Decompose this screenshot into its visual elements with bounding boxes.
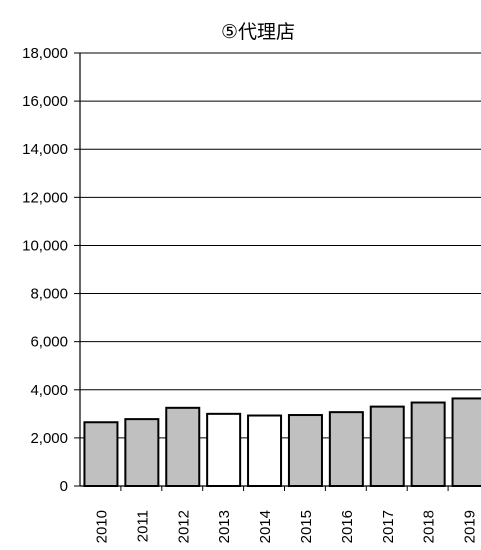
bar-2013 [206, 412, 242, 488]
chart-title: ⑤代理店 [221, 21, 295, 43]
x-tick-label: 2015 [298, 510, 315, 543]
bar-2018 [410, 401, 446, 487]
y-tick-label: 8,000 [30, 286, 68, 303]
gridlines [80, 52, 481, 439]
y-tick-label: 4,000 [30, 382, 68, 399]
y-tick-label: 12,000 [22, 189, 68, 206]
y-tick-label: 16,000 [22, 93, 68, 110]
x-axis-ticks: 2010 2011 2012 2013 2014 2015 2016 2017 2018 2019 [93, 486, 479, 543]
y-tick-label: 14,000 [22, 141, 68, 158]
bar-2012 [165, 406, 201, 488]
x-tick-label: 2010 [93, 510, 110, 543]
x-tick-label: 2013 [216, 510, 233, 543]
x-tick-label: 2018 [421, 510, 438, 543]
y-tick-label: 10,000 [22, 237, 68, 254]
y-tick-label: 6,000 [30, 334, 68, 351]
bars [83, 397, 481, 488]
y-tick-label: 0 [60, 478, 68, 495]
bar-2017 [369, 405, 405, 487]
bar-2015 [287, 414, 323, 487]
x-tick-label: 2019 [462, 510, 479, 543]
x-tick-label: 2016 [339, 510, 356, 543]
bar-2011 [124, 418, 160, 487]
y-tick-label: 2,000 [30, 430, 68, 447]
y-axis-ticks: 0 2,000 4,000 6,000 8,000 10,000 12,000 14,000 1… [22, 45, 80, 495]
x-tick-label: 2017 [380, 510, 397, 543]
x-tick-label: 2012 [175, 510, 192, 543]
bar-2010 [83, 421, 119, 487]
bar-2016 [328, 411, 364, 487]
y-tick-label: 18,000 [22, 45, 68, 62]
bar-2014 [247, 414, 283, 487]
x-tick-label: 2011 [134, 510, 151, 542]
bar-2019 [451, 397, 481, 487]
x-tick-label: 2014 [257, 510, 274, 543]
